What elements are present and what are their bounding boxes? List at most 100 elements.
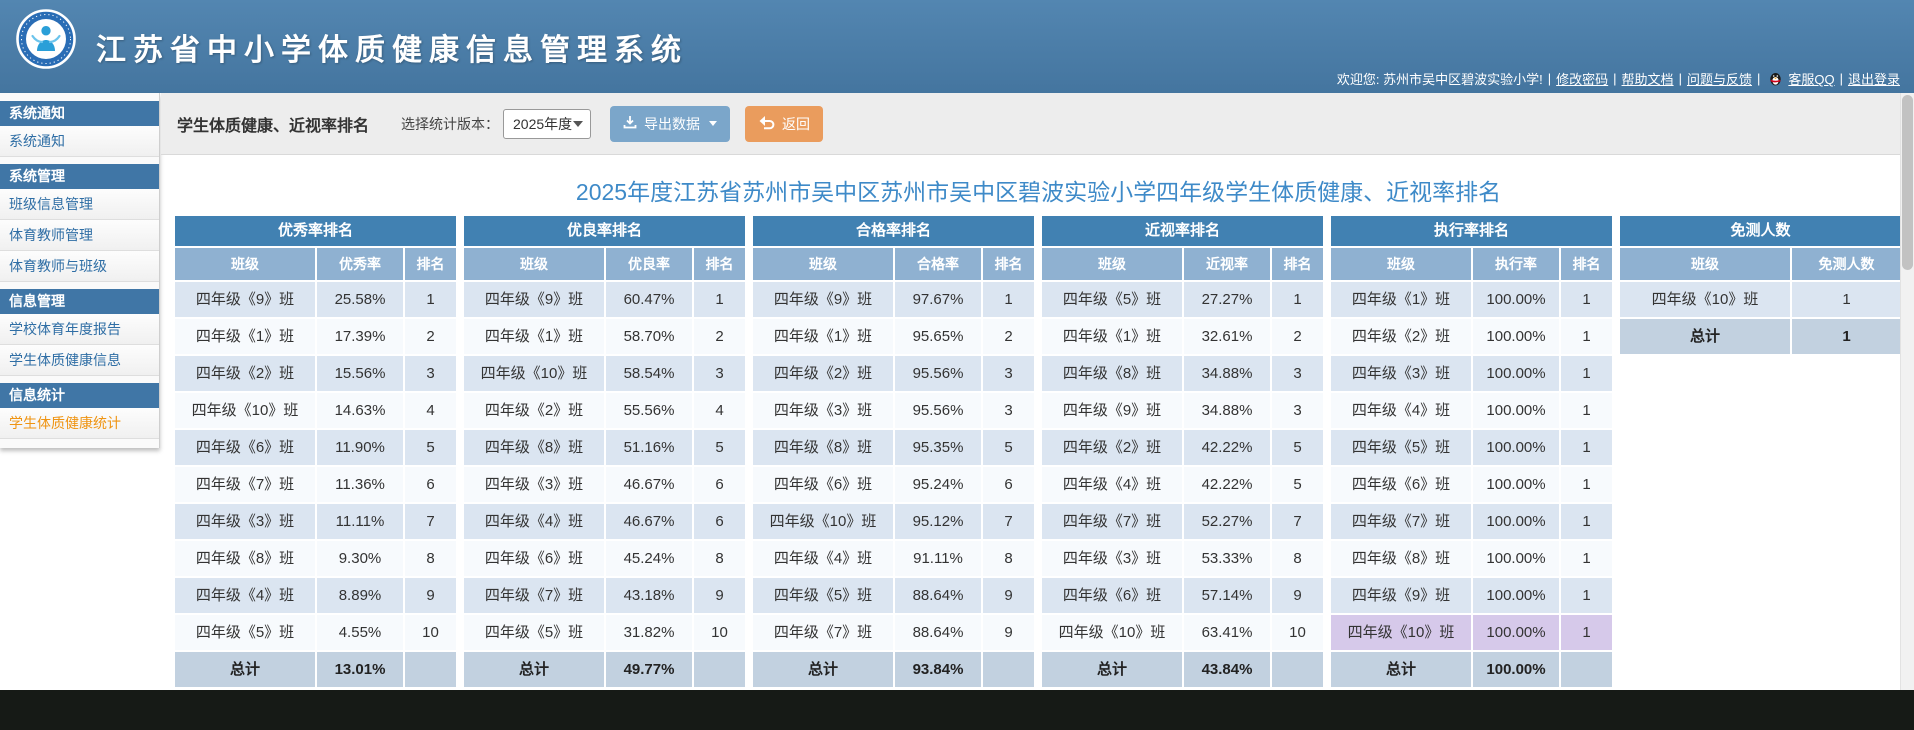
table-row[interactable]: 四年级《10》班 14.63% 4: [175, 393, 456, 428]
table-row[interactable]: 四年级《2》班 15.56% 3: [175, 356, 456, 391]
column-header: 班级: [1042, 248, 1182, 280]
rank-cell: 6: [983, 467, 1034, 502]
table-row[interactable]: 四年级《8》班 51.16% 5: [464, 430, 745, 465]
service-qq-link[interactable]: 客服QQ: [1788, 72, 1835, 87]
back-button[interactable]: 返回: [745, 105, 824, 142]
table-row[interactable]: 四年级《10》班 100.00% 1: [1331, 615, 1612, 650]
class-name-cell: 四年级《5》班: [464, 615, 604, 650]
table-row[interactable]: 四年级《4》班 46.67% 6: [464, 504, 745, 539]
table-row[interactable]: 四年级《10》班 63.41% 10: [1042, 615, 1323, 650]
rank-table-exempt-count: 免测人数 班级 免测人数 四年级《10》班 1 总计 1: [1620, 216, 1901, 687]
total-value-cell: [1561, 652, 1612, 687]
table-row[interactable]: 四年级《9》班 97.67% 1: [753, 282, 1034, 317]
table-row[interactable]: 四年级《1》班 100.00% 1: [1331, 282, 1612, 317]
sidebar-item[interactable]: 班级信息管理: [0, 189, 159, 220]
rank-cell: 1: [1561, 578, 1612, 613]
table-row[interactable]: 四年级《6》班 45.24% 8: [464, 541, 745, 576]
table-row[interactable]: 四年级《3》班 100.00% 1: [1331, 356, 1612, 391]
table-row[interactable]: 四年级《10》班 1: [1620, 282, 1901, 317]
table-row[interactable]: 四年级《5》班 27.27% 1: [1042, 282, 1323, 317]
rank-cell: 6: [694, 467, 745, 502]
table-row[interactable]: 四年级《1》班 17.39% 2: [175, 319, 456, 354]
total-label-cell: 总计: [1042, 652, 1182, 687]
rank-cell: 8: [694, 541, 745, 576]
report-title: 2025年度江苏省苏州市吴中区苏州市吴中区碧波实验小学四年级学生体质健康、近视率…: [575, 179, 1502, 205]
sidebar-section-header[interactable]: 信息统计: [0, 383, 159, 408]
value-cell: 14.63%: [317, 393, 403, 428]
table-row[interactable]: 四年级《6》班 57.14% 9: [1042, 578, 1323, 613]
table-row[interactable]: 四年级《7》班 100.00% 1: [1331, 504, 1612, 539]
table-row[interactable]: 四年级《3》班 11.11% 7: [175, 504, 456, 539]
table-row[interactable]: 四年级《2》班 55.56% 4: [464, 393, 745, 428]
class-name-cell: 四年级《4》班: [175, 578, 315, 613]
sidebar-section-header[interactable]: 系统通知: [0, 101, 159, 126]
sidebar-item[interactable]: 学校体育年度报告: [0, 314, 159, 345]
sidebar-section-header[interactable]: 系统管理: [0, 164, 159, 189]
table-row[interactable]: 四年级《4》班 42.22% 5: [1042, 467, 1323, 502]
value-cell: 34.88%: [1184, 356, 1270, 391]
value-cell: 1: [1792, 282, 1901, 317]
rank-cell: 3: [1272, 356, 1323, 391]
column-header: 近视率: [1184, 248, 1270, 280]
value-cell: 25.58%: [317, 282, 403, 317]
value-cell: 100.00%: [1473, 541, 1559, 576]
scrollbar-thumb[interactable]: [1902, 95, 1913, 270]
table-row[interactable]: 四年级《1》班 58.70% 2: [464, 319, 745, 354]
table-row[interactable]: 四年级《3》班 95.56% 3: [753, 393, 1034, 428]
value-cell: 97.67%: [895, 282, 981, 317]
table-row[interactable]: 四年级《4》班 100.00% 1: [1331, 393, 1612, 428]
sidebar-item[interactable]: 学生体质健康信息: [0, 345, 159, 376]
table-row[interactable]: 四年级《3》班 53.33% 8: [1042, 541, 1323, 576]
table-row[interactable]: 四年级《8》班 100.00% 1: [1331, 541, 1612, 576]
feedback-link[interactable]: 问题与反馈: [1686, 72, 1752, 87]
table-row[interactable]: 四年级《7》班 52.27% 7: [1042, 504, 1323, 539]
version-select[interactable]: 2025年度: [503, 108, 592, 139]
table-row[interactable]: 四年级《7》班 43.18% 9: [464, 578, 745, 613]
logout-link[interactable]: 退出登录: [1847, 72, 1900, 87]
table-row[interactable]: 四年级《9》班 100.00% 1: [1331, 578, 1612, 613]
export-data-button[interactable]: 导出数据: [610, 105, 731, 142]
value-cell: 100.00%: [1473, 467, 1559, 502]
table-row[interactable]: 四年级《8》班 34.88% 3: [1042, 356, 1323, 391]
table-column-headers: 班级 合格率 排名: [753, 248, 1034, 280]
table-row[interactable]: 四年级《10》班 95.12% 7: [753, 504, 1034, 539]
table-row[interactable]: 四年级《9》班 34.88% 3: [1042, 393, 1323, 428]
value-cell: 9.30%: [317, 541, 403, 576]
sidebar-item[interactable]: 系统通知: [0, 126, 159, 157]
table-row[interactable]: 四年级《2》班 42.22% 5: [1042, 430, 1323, 465]
table-row[interactable]: 四年级《6》班 11.90% 5: [175, 430, 456, 465]
table-row[interactable]: 四年级《8》班 95.35% 5: [753, 430, 1034, 465]
table-row[interactable]: 四年级《6》班 95.24% 6: [753, 467, 1034, 502]
table-row[interactable]: 四年级《1》班 32.61% 2: [1042, 319, 1323, 354]
table-row[interactable]: 四年级《10》班 58.54% 3: [464, 356, 745, 391]
class-name-cell: 四年级《2》班: [1331, 319, 1471, 354]
table-row[interactable]: 四年级《7》班 88.64% 9: [753, 615, 1034, 650]
sidebar-item[interactable]: 体育教师与班级: [0, 251, 159, 282]
table-row[interactable]: 四年级《5》班 100.00% 1: [1331, 430, 1612, 465]
table-row[interactable]: 四年级《7》班 11.36% 6: [175, 467, 456, 502]
table-row[interactable]: 四年级《5》班 4.55% 10: [175, 615, 456, 650]
column-header: 排名: [1272, 248, 1323, 280]
sidebar-item[interactable]: 学生体质健康统计: [0, 408, 159, 439]
table-row[interactable]: 四年级《2》班 100.00% 1: [1331, 319, 1612, 354]
change-password-link[interactable]: 修改密码: [1556, 72, 1609, 87]
vertical-scrollbar[interactable]: [1900, 93, 1914, 690]
table-row[interactable]: 四年级《4》班 8.89% 9: [175, 578, 456, 613]
table-row[interactable]: 四年级《3》班 46.67% 6: [464, 467, 745, 502]
sidebar-section-header[interactable]: 信息管理: [0, 289, 159, 314]
table-row[interactable]: 四年级《1》班 95.65% 2: [753, 319, 1034, 354]
table-row[interactable]: 四年级《8》班 9.30% 8: [175, 541, 456, 576]
table-row[interactable]: 四年级《4》班 91.11% 8: [753, 541, 1034, 576]
table-row[interactable]: 四年级《9》班 60.47% 1: [464, 282, 745, 317]
table-row[interactable]: 四年级《9》班 25.58% 1: [175, 282, 456, 317]
column-header: 优秀率: [317, 248, 403, 280]
column-header: 优良率: [606, 248, 692, 280]
help-doc-link[interactable]: 帮助文档: [1621, 72, 1674, 87]
table-row[interactable]: 四年级《2》班 95.56% 3: [753, 356, 1034, 391]
table-row[interactable]: 四年级《5》班 31.82% 10: [464, 615, 745, 650]
table-row[interactable]: 四年级《5》班 88.64% 9: [753, 578, 1034, 613]
sidebar-item[interactable]: 体育教师管理: [0, 220, 159, 251]
rank-cell: 3: [405, 356, 456, 391]
class-name-cell: 四年级《5》班: [1331, 430, 1471, 465]
table-row[interactable]: 四年级《6》班 100.00% 1: [1331, 467, 1612, 502]
